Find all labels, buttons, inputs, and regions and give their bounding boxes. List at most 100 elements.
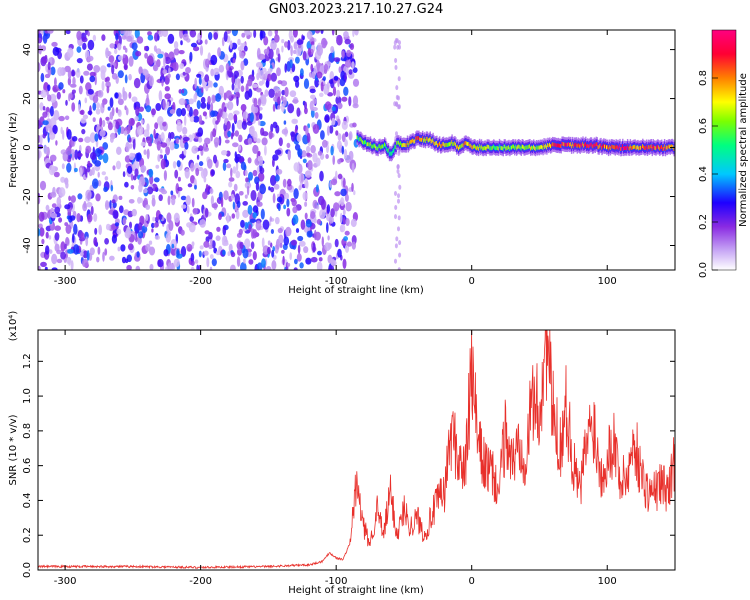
noise-blob [252,144,259,154]
noise-blob [117,109,122,117]
signal-track-cell [356,135,358,140]
snr-ytick-label: 0.0 [22,562,33,578]
noise-blob [286,262,291,267]
snr-ytick-label: 1.0 [22,388,33,404]
signal-track-cell [431,139,433,144]
noise-blob [184,168,190,179]
noise-blob [207,158,213,169]
noise-blob [65,181,69,189]
noise-blob [42,111,48,118]
noise-blob [396,168,400,174]
noise-blob [64,243,67,250]
signal-track-cell [443,143,446,148]
noise-blob [109,43,115,49]
noise-blob [153,128,156,139]
noise-blob [167,73,171,79]
signal-track-cell [474,144,476,149]
snr-xtick-label: -100 [325,576,348,587]
signal-track-cell [575,142,578,147]
noise-blob [353,190,356,196]
noise-blob [208,231,213,240]
signal-track-cell [541,144,543,149]
noise-blob [147,34,154,41]
noise-blob [256,138,261,144]
noise-blob [104,238,109,245]
noise-blob [38,135,41,143]
noise-blob [395,102,399,108]
signal-track-cell [576,144,578,149]
noise-blob [296,253,302,262]
signal-track-cell [473,144,475,149]
signal-track-cell [622,144,624,149]
noise-blob [230,264,236,270]
noise-blob [164,56,171,65]
noise-blob [330,178,338,186]
noise-blob [76,46,82,53]
noise-blob [117,55,124,61]
noise-blob [235,170,241,179]
signal-track-cell [499,145,502,150]
noise-blob [287,150,291,159]
signal-track-cell [435,141,437,146]
noise-blob [192,207,198,215]
noise-blob [213,137,220,147]
noise-blob [165,232,171,243]
noise-blob [181,89,185,94]
noise-blob [122,54,126,58]
signal-track-cell [459,144,462,149]
noise-blob [40,89,47,98]
signal-track-cell [572,144,575,149]
signal-track-cell [434,142,436,146]
noise-blob [233,70,239,79]
noise-blob [47,111,50,118]
spectrogram-ylabel: Frequency (Hz) [8,112,19,188]
signal-track-cell [497,146,500,151]
noise-blob [346,241,352,247]
noise-blob [193,46,200,52]
noise-blob [166,212,172,223]
snr-xtick-label: -200 [189,576,212,587]
signal-track-cell [608,144,611,149]
spectrogram-ytick-label: -40 [22,237,33,253]
noise-blob [136,251,140,258]
noise-blob [340,197,345,207]
snr-ytick-label: 0.6 [22,458,33,474]
noise-blob [339,212,343,224]
noise-blob [211,94,216,104]
noise-blob [180,246,187,257]
noise-blob [228,181,233,188]
noise-blob [65,30,71,35]
noise-blob [82,202,88,212]
noise-blob [241,120,247,130]
noise-blob [114,92,119,99]
noise-blob [256,87,262,93]
noise-blob [85,82,92,92]
noise-blob [264,145,267,156]
signal-track-cell [533,146,536,151]
noise-blob [248,223,252,232]
noise-blob [215,93,222,102]
noise-blob [218,85,224,96]
noise-blob [307,160,313,171]
noise-blob [209,188,214,195]
noise-blob [344,131,349,138]
signal-track-cell [644,146,646,151]
noise-blob [316,218,322,225]
noise-blob [231,83,235,91]
signal-track-cell [385,147,388,151]
noise-blob [116,146,122,155]
noise-blob [234,151,237,159]
noise-blob [124,64,128,70]
noise-blob [286,198,290,208]
noise-blob [270,123,274,133]
signal-track-cell [424,139,427,143]
noise-blob [87,192,91,201]
noise-blob [171,243,175,249]
signal-track-cell [491,146,493,151]
noise-blob [312,124,320,134]
signal-track-cell [540,145,542,150]
signal-track-cell [551,143,553,148]
noise-blob [143,149,147,155]
signal-track-cell [495,146,497,151]
noise-blob [315,157,321,167]
